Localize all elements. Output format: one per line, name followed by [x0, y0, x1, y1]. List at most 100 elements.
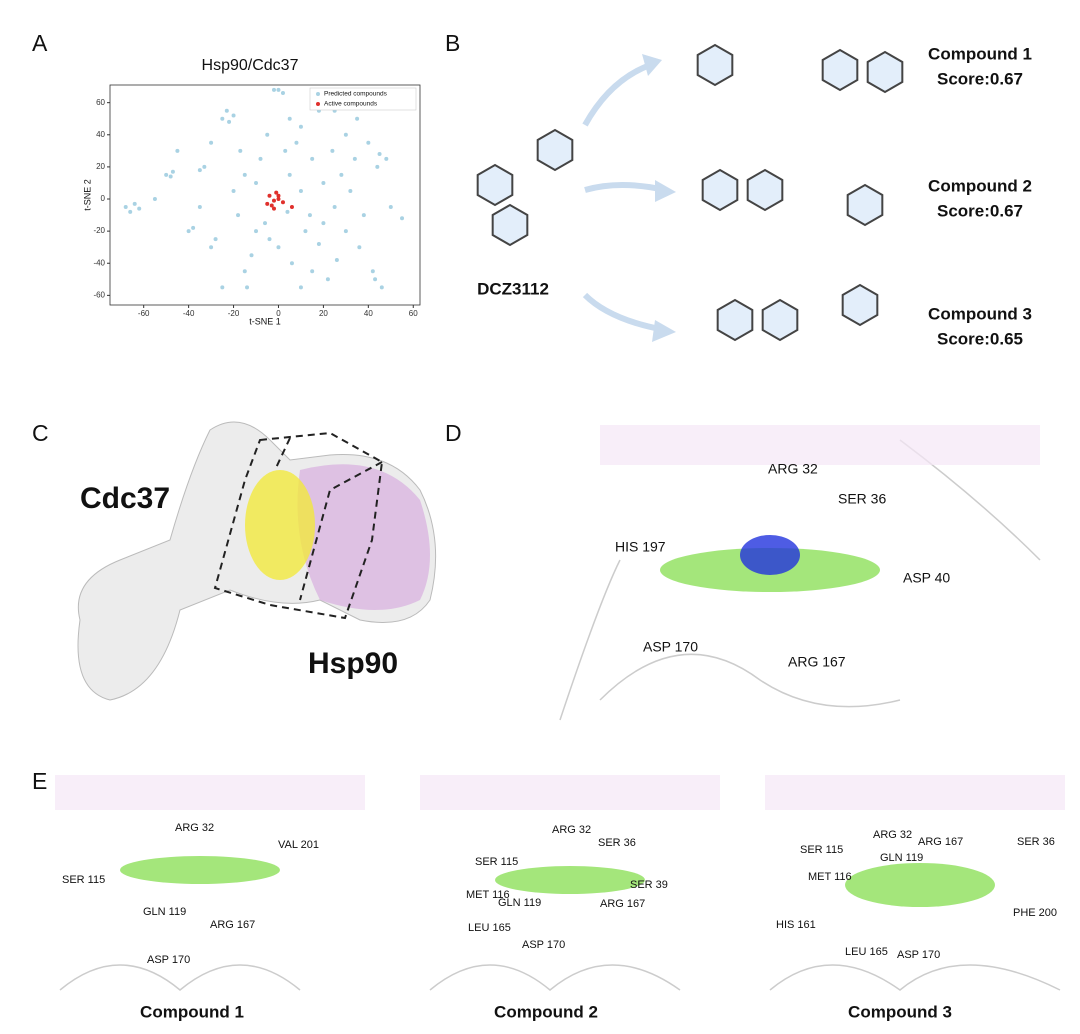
- view-title: Compound 2: [494, 1002, 598, 1021]
- protein-name: Cdc37: [80, 482, 170, 515]
- scatter-point: [242, 172, 247, 177]
- scatter-point: [303, 229, 308, 234]
- scatter-point: [343, 229, 348, 234]
- scatter-point: [276, 87, 281, 92]
- molecule-ring: [696, 43, 734, 87]
- scatter-point: [377, 152, 382, 157]
- ligands: [120, 535, 995, 907]
- residue-label: ARG 167: [600, 898, 645, 910]
- scatter-point: [321, 221, 326, 226]
- arrow-heads: [642, 54, 676, 342]
- query-name: DCZ3112: [477, 279, 549, 298]
- residue-label: MET 116: [808, 871, 852, 883]
- scatter-point: [170, 169, 175, 174]
- scatter-point: [269, 203, 274, 208]
- scatter-point: [197, 168, 202, 173]
- scatter-point: [227, 119, 232, 124]
- scatter-point: [388, 205, 393, 210]
- scatter-point: [280, 200, 285, 205]
- residue-label: SER 36: [1017, 836, 1055, 848]
- x-tick-label: -60: [138, 309, 150, 318]
- similarity-arrows: [582, 62, 666, 333]
- scatter-point: [321, 180, 326, 185]
- legend-marker: [316, 92, 320, 96]
- scatter-point: [168, 174, 173, 179]
- scatter-point: [316, 241, 321, 246]
- scatter-point: [245, 285, 250, 290]
- residue-label: ARG 167: [788, 654, 846, 670]
- scatter-point: [357, 245, 362, 250]
- residue-label: ASP 170: [643, 639, 698, 655]
- residue-label: ARG 32: [768, 461, 818, 477]
- scatter-point: [375, 164, 380, 169]
- panel-label: D: [445, 420, 462, 446]
- residue-label: SER 36: [598, 837, 636, 849]
- scatter-point: [137, 206, 142, 211]
- residue-label: VAL 201: [278, 839, 319, 851]
- scatter-point: [209, 245, 214, 250]
- x-axis-label: t-SNE 1: [249, 316, 281, 326]
- scatter-point: [164, 172, 169, 177]
- scatter-point: [249, 253, 254, 258]
- scatter-point: [132, 201, 137, 206]
- residue-label: SER 36: [838, 491, 886, 507]
- residue-label: ASP 170: [897, 949, 940, 961]
- scatter-point: [271, 198, 276, 203]
- residue-label: ARG 167: [210, 919, 255, 931]
- scatter-point: [271, 87, 276, 92]
- scatter-point: [123, 205, 128, 210]
- compound-name: Compound 1: [928, 44, 1032, 63]
- scatter-point: [310, 156, 315, 161]
- scatter-point: [330, 148, 335, 153]
- scatter-point: [128, 209, 133, 214]
- scatter-point: [373, 277, 378, 282]
- scatter-point: [220, 285, 225, 290]
- molecule-ring: [841, 283, 879, 327]
- scatter-point: [242, 269, 247, 274]
- scatter-point: [370, 269, 375, 274]
- molecule-ring: [746, 168, 784, 212]
- panel-label: A: [32, 30, 48, 56]
- residue-label: GLN 119: [143, 906, 186, 918]
- scatter-point: [265, 201, 270, 206]
- scatter-point: [294, 140, 299, 145]
- scatter-point: [238, 148, 243, 153]
- molecule-ring: [821, 48, 859, 92]
- scatter-point: [298, 188, 303, 193]
- residue-label: PHE 200: [1013, 907, 1057, 919]
- scatter-point: [197, 205, 202, 210]
- scatter-point: [287, 172, 292, 177]
- residue-label: SER 115: [475, 856, 518, 868]
- scatter-point: [191, 225, 196, 230]
- residue-label: ASP 170: [522, 939, 565, 951]
- complex-structure: [77, 421, 437, 701]
- legend-box: [309, 87, 417, 111]
- y-tick-label: -20: [93, 226, 105, 235]
- molecule-ring: [866, 50, 904, 94]
- y-tick-label: -40: [93, 258, 105, 267]
- residue-label: ASP 170: [147, 954, 190, 966]
- scatter-point: [263, 221, 267, 226]
- legend-marker: [316, 102, 320, 106]
- scatter-point: [332, 205, 337, 210]
- docking-backgrounds: [55, 425, 1065, 991]
- scatter-point: [175, 148, 180, 153]
- compound-score: Score:0.67: [937, 201, 1023, 220]
- residue-label: MET 116: [466, 889, 510, 901]
- x-tick-label: 0: [276, 309, 281, 318]
- x-tick-label: -40: [183, 309, 195, 318]
- view-title: Compound 3: [848, 1002, 952, 1021]
- scatter-point: [186, 229, 191, 234]
- scatter-point: [276, 197, 281, 202]
- x-tick-label: 60: [409, 309, 418, 318]
- residue-label: ARG 32: [552, 824, 591, 836]
- scatter-point: [274, 190, 279, 195]
- compound-score: Score:0.65: [937, 329, 1023, 348]
- scatter-point: [220, 116, 225, 121]
- scatter-point: [265, 132, 270, 137]
- molecule-ring: [716, 298, 754, 342]
- residue-label: LEU 165: [468, 922, 511, 934]
- scatter-point: [213, 237, 218, 242]
- scatter-point: [379, 285, 384, 290]
- panel-label: E: [32, 768, 47, 794]
